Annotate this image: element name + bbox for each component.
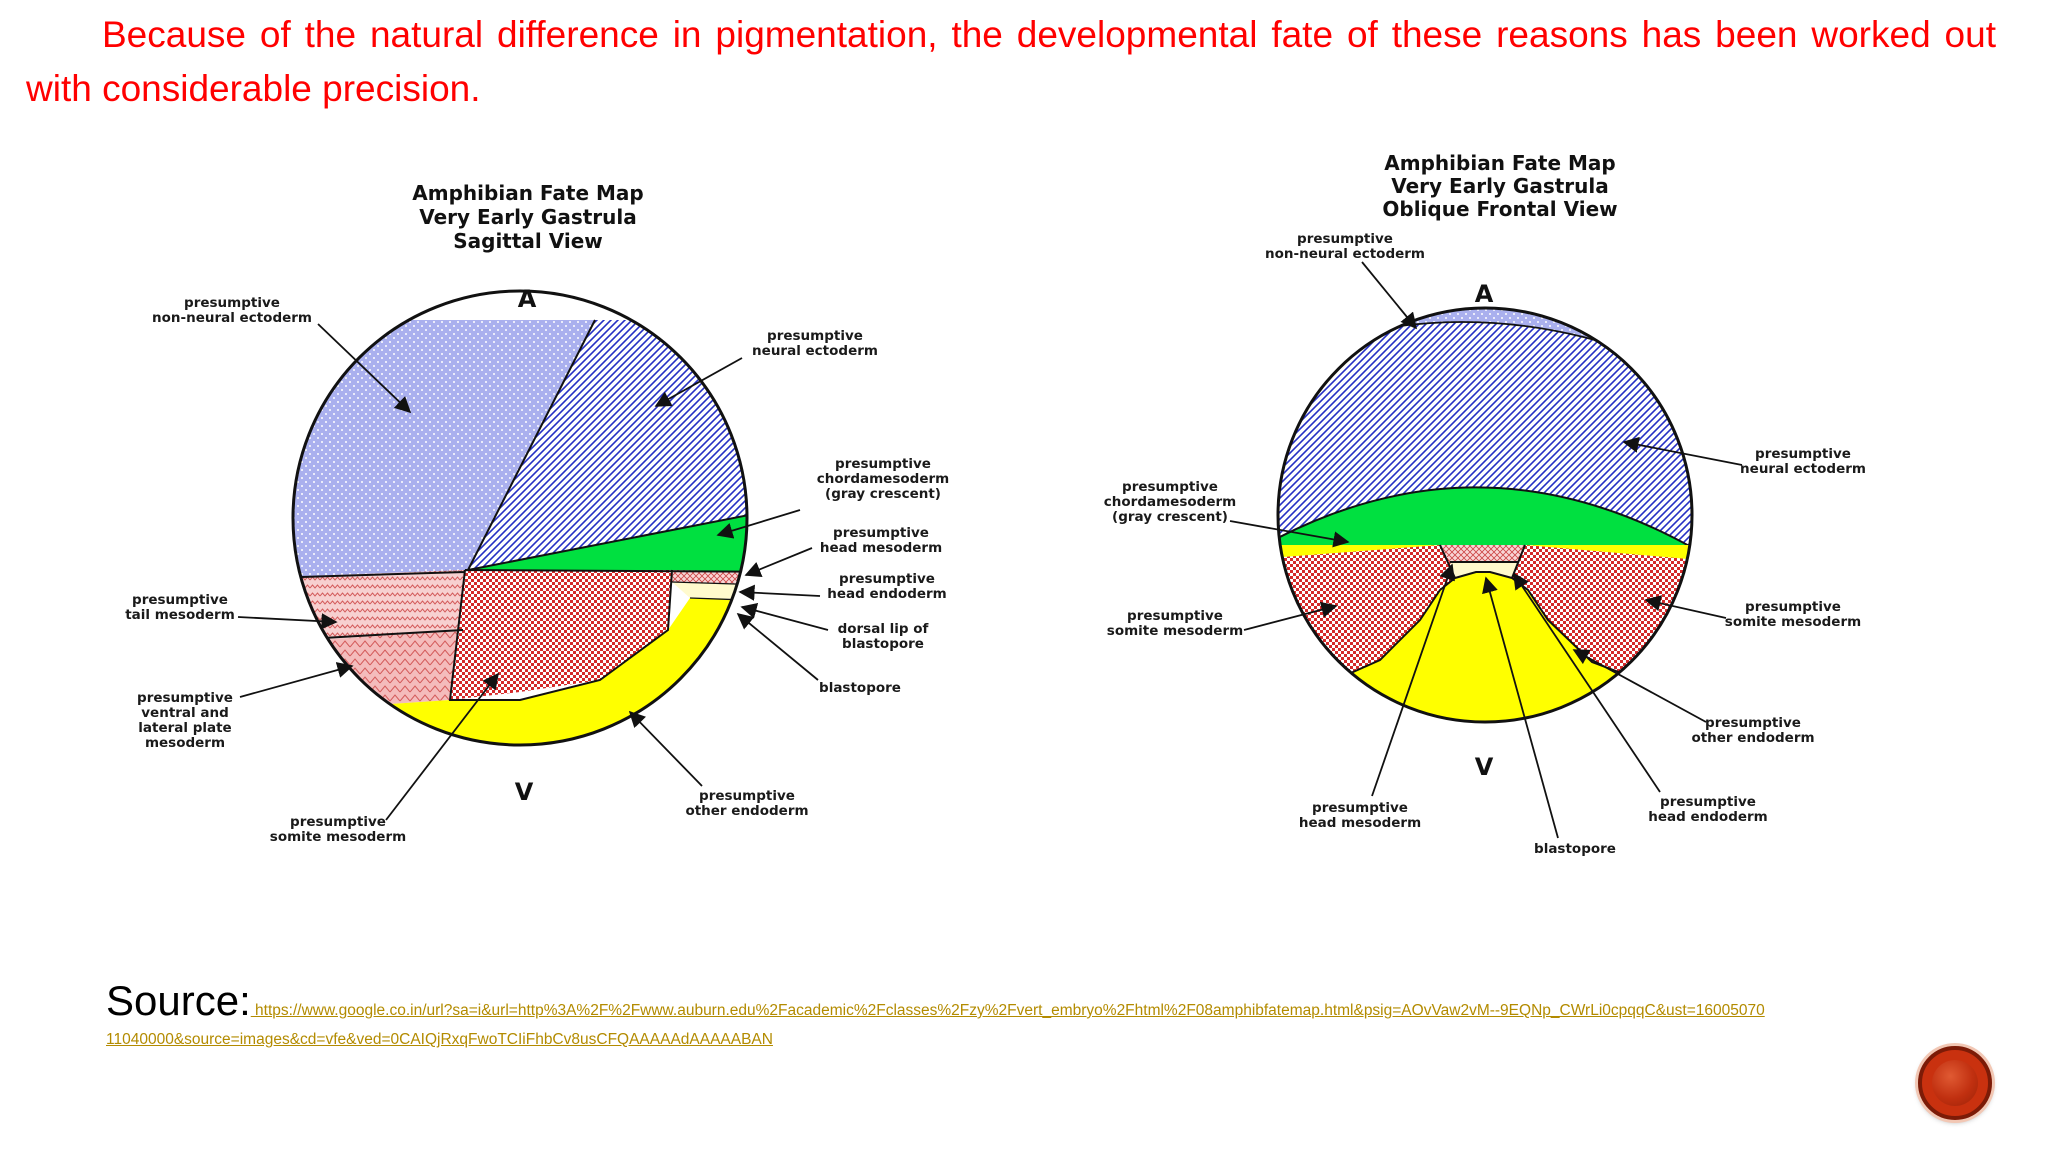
svg-text:presumptive: presumptive [1660,794,1756,810]
svg-text:presumptive: presumptive [1755,446,1851,462]
svg-text:somite mesoderm: somite mesoderm [1725,614,1861,630]
svg-text:blastopore: blastopore [1534,841,1616,857]
left-embryo-outline [291,289,749,747]
svg-text:neural ectoderm: neural ectoderm [752,343,878,359]
svg-text:somite mesoderm: somite mesoderm [1107,623,1243,639]
label-somite-left-right-map: presumptive somite mesoderm [1107,601,1338,639]
svg-text:presumptive: presumptive [1745,599,1841,615]
svg-text:chordamesoderm: chordamesoderm [817,471,949,487]
svg-text:blastopore: blastopore [842,636,924,652]
svg-text:dorsal lip of: dorsal lip of [838,621,929,637]
svg-text:presumptive: presumptive [835,456,931,472]
label-somite-mesoderm-left: presumptive somite mesoderm [270,672,499,845]
svg-text:presumptive: presumptive [132,592,228,608]
label-chordamesoderm-right: presumptive chordamesoderm (gray crescen… [1104,479,1350,548]
right-title-line-1: Amphibian Fate Map [1384,151,1615,175]
svg-text:non-neural ectoderm: non-neural ectoderm [1265,246,1425,262]
right-pole-animal: A [1475,280,1494,308]
label-neural-ectoderm-right: presumptive neural ectoderm [1622,436,1866,477]
label-neural-ectoderm: presumptive neural ectoderm [654,328,878,407]
slide-body-text: Because of the natural difference in pig… [26,14,1996,109]
svg-text:non-neural ectoderm: non-neural ectoderm [152,310,312,326]
svg-text:other endoderm: other endoderm [1691,730,1814,746]
svg-text:presumptive: presumptive [699,788,795,804]
svg-text:head endoderm: head endoderm [1648,809,1768,825]
label-somite-right-right-map: presumptive somite mesoderm [1644,595,1861,630]
label-other-endoderm-right: presumptive other endoderm [1572,649,1815,746]
label-chordamesoderm: presumptive chordamesoderm (gray crescen… [716,456,949,539]
svg-text:lateral plate: lateral plate [138,720,231,736]
svg-text:tail mesoderm: tail mesoderm [125,607,235,623]
label-head-mesoderm-right: presumptive head mesoderm [1299,563,1455,831]
left-title-line-1: Amphibian Fate Map [412,181,643,205]
svg-text:blastopore: blastopore [819,680,901,696]
right-pole-vegetal: V [1475,753,1494,781]
label-blastopore-right: blastopore [1482,576,1616,857]
slide-nav-button[interactable] [1918,1046,1992,1120]
svg-text:(gray crescent): (gray crescent) [825,486,941,502]
svg-text:other endoderm: other endoderm [685,803,808,819]
svg-text:presumptive: presumptive [833,525,929,541]
svg-text:presumptive: presumptive [1127,608,1223,624]
svg-text:head endoderm: head endoderm [827,586,947,602]
svg-text:presumptive: presumptive [1122,479,1218,495]
label-blastopore-left: blastopore [736,612,901,696]
label-tail-mesoderm: presumptive tail mesoderm [125,592,338,630]
left-title-line-3: Sagittal View [453,229,603,253]
svg-text:presumptive: presumptive [839,571,935,587]
svg-text:somite mesoderm: somite mesoderm [270,829,406,845]
nav-button-icon [1932,1060,1978,1106]
left-region-other-endoderm [293,598,747,745]
svg-text:head mesoderm: head mesoderm [1299,815,1421,831]
left-region-head-mesoderm [672,570,747,585]
right-title-line-3: Oblique Frontal View [1382,197,1617,221]
svg-text:(gray crescent): (gray crescent) [1112,509,1228,525]
label-head-mesoderm: presumptive head mesoderm [744,525,942,577]
svg-text:presumptive: presumptive [137,690,233,706]
label-dorsal-lip: dorsal lip of blastopore [740,602,929,652]
svg-text:neural ectoderm: neural ectoderm [1740,461,1866,477]
source-link[interactable]: https://www.google.co.in/url?sa=i&url=ht… [106,1002,1765,1048]
label-head-endoderm: presumptive head endoderm [738,571,947,602]
svg-text:presumptive: presumptive [1312,800,1408,816]
label-head-endoderm-right: presumptive head endoderm [1513,572,1768,825]
source-citation: Source: https://www.google.co.in/url?sa=… [106,976,1766,1054]
left-title-line-2: Very Early Gastrula [419,205,637,229]
svg-text:presumptive: presumptive [1297,231,1393,247]
svg-text:mesoderm: mesoderm [145,735,225,751]
right-title-line-2: Very Early Gastrula [1391,174,1609,198]
right-embryo-outline [1276,306,1694,724]
svg-text:presumptive: presumptive [767,328,863,344]
source-label: Source: [106,977,251,1024]
left-pole-vegetal: V [515,778,534,806]
label-ventral-lateral-mesoderm: presumptive ventral and lateral plate me… [137,662,354,751]
left-pole-animal: A [518,285,537,313]
right-region-head-mesoderm [1440,545,1525,562]
svg-text:presumptive: presumptive [290,814,386,830]
svg-text:head mesoderm: head mesoderm [820,540,942,556]
label-other-endoderm-left: presumptive other endoderm [628,710,809,819]
svg-text:chordamesoderm: chordamesoderm [1104,494,1236,510]
label-non-neural-ectoderm-right: presumptive non-neural ectoderm [1265,231,1425,330]
svg-text:presumptive: presumptive [1705,715,1801,731]
oblique-frontal-view-map: Amphibian Fate Map Very Early Gastrula O… [1104,151,1866,857]
label-non-neural-ectoderm: presumptive non-neural ectoderm [152,295,412,414]
sagittal-view-map: Amphibian Fate Map Very Early Gastrula S… [125,181,949,845]
left-region-tail-mesoderm [293,570,465,650]
svg-text:presumptive: presumptive [184,295,280,311]
svg-text:ventral and: ventral and [141,705,229,721]
